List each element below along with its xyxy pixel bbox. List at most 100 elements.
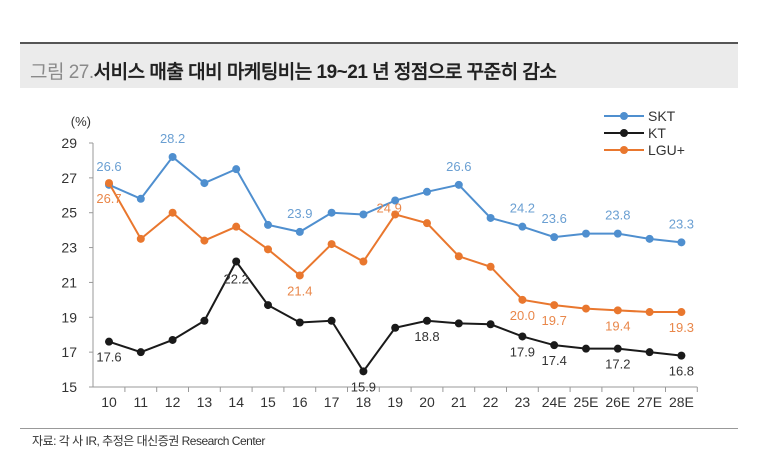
data-point-kt <box>645 348 654 357</box>
top-rule <box>20 42 738 44</box>
data-point-skt <box>486 213 495 222</box>
data-label-kt: 17.6 <box>96 350 121 365</box>
data-label-lgu: 21.4 <box>287 283 312 298</box>
data-point-lgu <box>645 308 654 317</box>
x-tick-label: 11 <box>134 394 149 410</box>
data-point-skt <box>232 165 241 174</box>
legend-label-skt: SKT <box>648 108 676 124</box>
data-point-skt <box>613 229 622 238</box>
x-tick-label: 25E <box>574 394 599 410</box>
data-point-skt <box>295 227 304 236</box>
data-label-lgu: 19.4 <box>605 318 630 333</box>
data-point-skt <box>327 208 336 217</box>
data-point-lgu <box>423 219 431 228</box>
series-line-kt <box>108 259 682 374</box>
y-axis-label: (%) <box>71 114 91 129</box>
data-point-kt <box>295 318 304 327</box>
y-tick-label: 17 <box>61 344 77 360</box>
data-label-lgu: 24.9 <box>377 200 402 215</box>
data-point-skt <box>582 229 590 238</box>
data-point-kt <box>423 316 431 325</box>
x-tick-label: 10 <box>101 394 117 410</box>
data-point-lgu <box>136 234 145 243</box>
data-label-skt: 23.3 <box>669 216 694 231</box>
legend-marker-kt <box>620 129 628 137</box>
data-point-lgu <box>327 240 336 249</box>
data-point-kt <box>486 320 495 329</box>
figure-number: 그림 27. <box>30 62 94 83</box>
y-tick-label: 23 <box>61 240 77 256</box>
x-tick-label: 28E <box>669 394 694 410</box>
x-tick-label: 17 <box>324 394 340 410</box>
data-point-lgu <box>677 308 686 317</box>
source-note: 자료: 각 사 IR, 추정은 대신증권 Research Center <box>32 434 265 448</box>
data-point-lgu <box>359 257 368 266</box>
data-label-skt: 26.6 <box>446 159 471 174</box>
x-tick-label: 15 <box>260 394 276 410</box>
data-point-kt <box>391 323 400 332</box>
figure-title: 그림 27.서비스 매출 대비 마케팅비는 19~21 년 정점으로 꾸준히 감… <box>30 57 557 84</box>
data-label-kt: 17.9 <box>510 344 535 359</box>
data-point-lgu <box>613 306 622 315</box>
y-tick-label: 25 <box>61 205 77 221</box>
x-tick-label: 16 <box>292 394 308 410</box>
data-label-lgu: 19.7 <box>542 313 567 328</box>
data-point-kt <box>454 319 463 328</box>
data-point-lgu <box>200 236 209 245</box>
data-point-skt <box>645 234 654 243</box>
data-point-kt <box>582 344 590 353</box>
data-point-kt <box>359 367 368 376</box>
data-point-kt <box>200 316 209 325</box>
x-tick-label: 27E <box>637 394 662 410</box>
data-point-lgu <box>582 304 590 313</box>
x-tick-label: 26E <box>605 394 630 410</box>
data-point-kt <box>136 348 145 357</box>
legend-label-kt: KT <box>648 125 666 141</box>
data-label-lgu: 20.0 <box>510 308 535 323</box>
data-point-kt <box>677 351 686 360</box>
data-label-skt: 23.6 <box>542 211 567 226</box>
y-tick-label: 19 <box>61 309 77 325</box>
y-tick-label: 27 <box>61 170 77 186</box>
data-point-kt <box>168 335 177 344</box>
data-label-kt: 15.9 <box>351 379 376 394</box>
y-tick-label: 29 <box>61 135 77 151</box>
data-point-lgu <box>486 262 495 271</box>
footer-rule <box>20 428 738 429</box>
data-point-lgu <box>168 208 177 217</box>
data-label-kt: 22.2 <box>224 272 249 287</box>
x-tick-label: 13 <box>197 394 213 410</box>
x-tick-label: 20 <box>419 394 435 410</box>
data-point-lgu <box>454 252 463 261</box>
x-tick-label: 22 <box>483 394 499 410</box>
data-label-kt: 18.8 <box>414 329 439 344</box>
data-label-kt: 17.4 <box>542 353 567 368</box>
data-point-lgu <box>295 271 304 280</box>
legend-label-lgu: LGU+ <box>648 142 685 158</box>
x-tick-label: 23 <box>515 394 531 410</box>
data-point-skt <box>359 210 368 219</box>
data-point-kt <box>105 337 113 346</box>
data-point-lgu <box>550 301 559 310</box>
x-tick-label: 18 <box>356 394 372 410</box>
data-point-kt <box>518 332 527 341</box>
data-point-skt <box>200 179 209 188</box>
data-point-lgu <box>264 245 272 254</box>
x-tick-label: 12 <box>165 394 181 410</box>
data-point-skt <box>423 187 431 196</box>
data-point-skt <box>550 233 559 242</box>
data-point-skt <box>264 220 272 229</box>
x-tick-label: 14 <box>228 394 244 410</box>
legend-marker-lgu <box>620 146 628 154</box>
data-point-skt <box>391 196 400 205</box>
y-tick-label: 15 <box>61 379 77 395</box>
legend-marker-skt <box>620 112 628 120</box>
data-point-lgu <box>518 295 527 304</box>
data-point-skt <box>677 238 686 247</box>
data-label-lgu: 26.7 <box>96 191 121 206</box>
data-point-skt <box>136 194 145 203</box>
data-point-lgu <box>391 210 400 219</box>
y-tick-label: 21 <box>61 274 77 290</box>
data-point-lgu <box>232 222 241 231</box>
